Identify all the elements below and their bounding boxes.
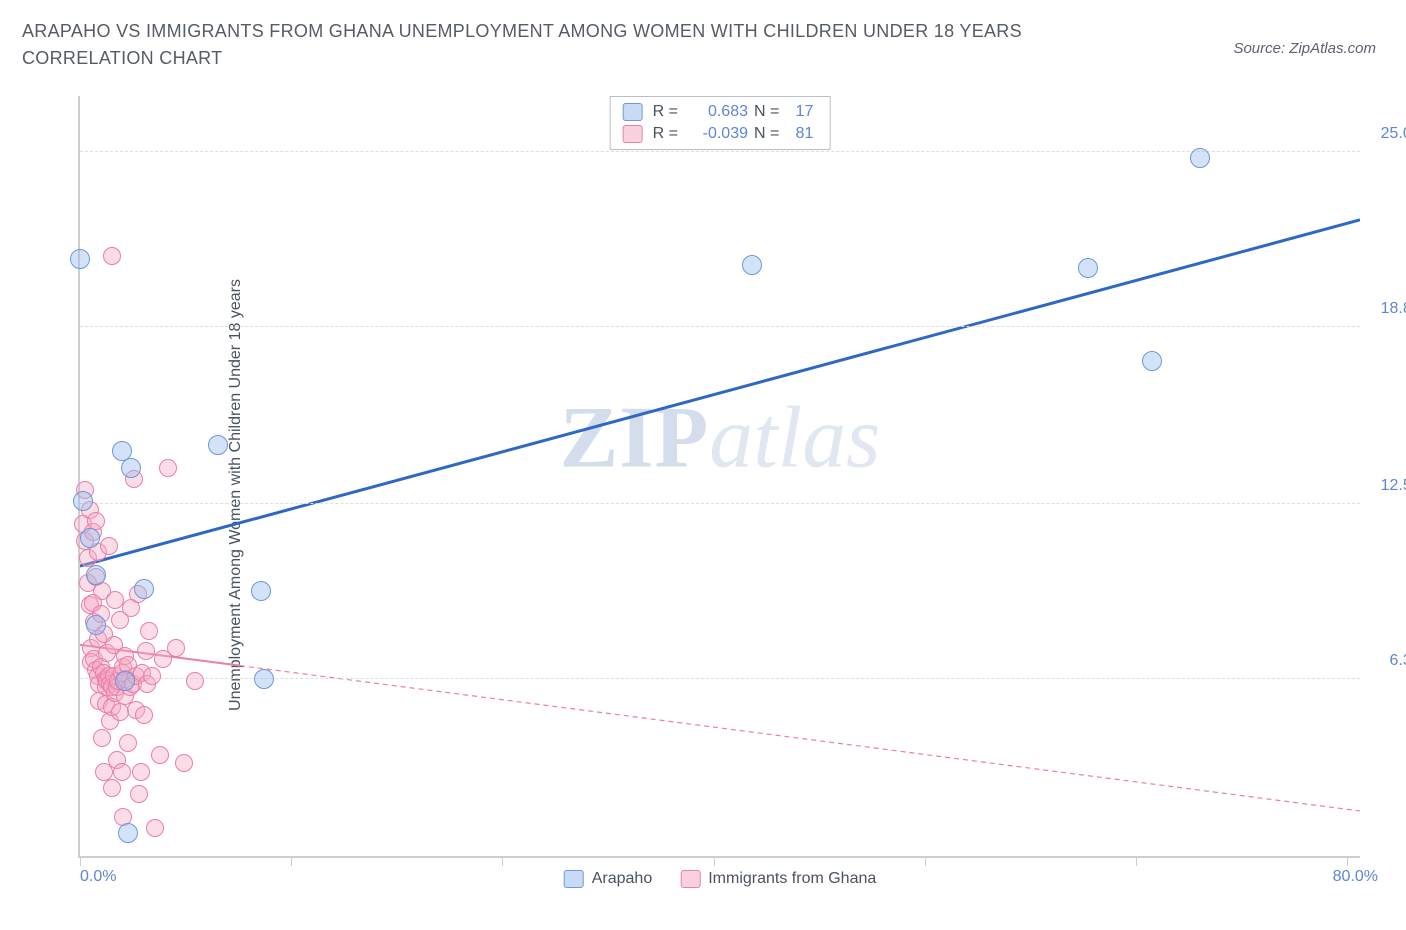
legend-label: Immigrants from Ghana [708,870,876,888]
data-point [73,491,93,511]
legend-row-arapaho: R = 0.683 N = 17 [623,103,814,121]
data-point [254,669,274,689]
data-point [93,729,111,747]
n-value: 17 [785,103,813,121]
chart-title: ARAPAHO VS IMMIGRANTS FROM GHANA UNEMPLO… [22,18,1142,72]
n-value: 81 [785,125,813,143]
trend-lines [80,96,1360,856]
stats-legend: R = 0.683 N = 17 R = -0.039 N = 81 [610,96,831,150]
x-tick [1347,856,1348,866]
source-label: Source: ZipAtlas.com [1233,40,1376,57]
data-point [159,459,177,477]
data-point [208,435,228,455]
data-point [251,581,271,601]
x-tick [925,856,926,866]
data-point [121,458,141,478]
r-label: R = [653,103,678,121]
gridline [80,503,1360,504]
data-point [80,528,100,548]
data-point [1142,351,1162,371]
swatch-icon [623,125,643,143]
data-point [86,615,106,635]
chart-container: Unemployment Among Women with Children U… [22,90,1384,900]
data-point [103,247,121,265]
legend-item-arapaho: Arapaho [564,870,653,888]
legend-stats: R = -0.039 N = 81 [653,125,814,143]
y-tick-label: 25.0% [1381,125,1406,143]
y-tick-label: 6.3% [1390,652,1406,670]
data-point [132,763,150,781]
swatch-icon [564,870,584,888]
data-point [111,703,129,721]
y-tick-label: 12.5% [1381,477,1406,495]
data-point [115,671,135,691]
n-label: N = [754,103,779,121]
n-label: N = [754,125,779,143]
data-point [742,255,762,275]
data-point [146,819,164,837]
data-point [135,706,153,724]
r-label: R = [653,125,678,143]
r-value: 0.683 [684,103,748,121]
data-point [151,746,169,764]
x-tick [502,856,503,866]
data-point [113,763,131,781]
x-axis-max-label: 80.0% [1333,868,1378,886]
swatch-icon [623,103,643,121]
data-point [143,667,161,685]
r-value: -0.039 [684,125,748,143]
data-point [70,249,90,269]
legend-stats: R = 0.683 N = 17 [653,103,814,121]
y-tick-label: 18.8% [1381,300,1406,318]
data-point [140,622,158,640]
data-point [167,639,185,657]
data-point [130,785,148,803]
x-tick [291,856,292,866]
data-point [103,779,121,797]
chart-header: ARAPAHO VS IMMIGRANTS FROM GHANA UNEMPLO… [0,0,1406,72]
legend-item-ghana: Immigrants from Ghana [680,870,876,888]
data-point [1078,258,1098,278]
watermark-zip: ZIP [560,390,710,487]
plot-area: ZIPatlas R = 0.683 N = 17 R = -0.039 N = [78,96,1360,858]
watermark: ZIPatlas [560,388,881,489]
data-point [119,734,137,752]
legend-row-ghana: R = -0.039 N = 81 [623,125,814,143]
data-point [186,672,204,690]
data-point [118,823,138,843]
swatch-icon [680,870,700,888]
data-point [86,565,106,585]
data-point [1190,148,1210,168]
data-point [175,754,193,772]
data-point [137,642,155,660]
data-point [100,537,118,555]
data-point [134,579,154,599]
x-tick [1136,856,1137,866]
legend-label: Arapaho [592,870,653,888]
series-legend: Arapaho Immigrants from Ghana [564,870,877,888]
x-tick [80,856,81,866]
x-tick [714,856,715,866]
gridline [80,326,1360,327]
watermark-atlas: atlas [709,390,880,487]
x-axis-min-label: 0.0% [80,868,116,886]
gridline [80,151,1360,152]
